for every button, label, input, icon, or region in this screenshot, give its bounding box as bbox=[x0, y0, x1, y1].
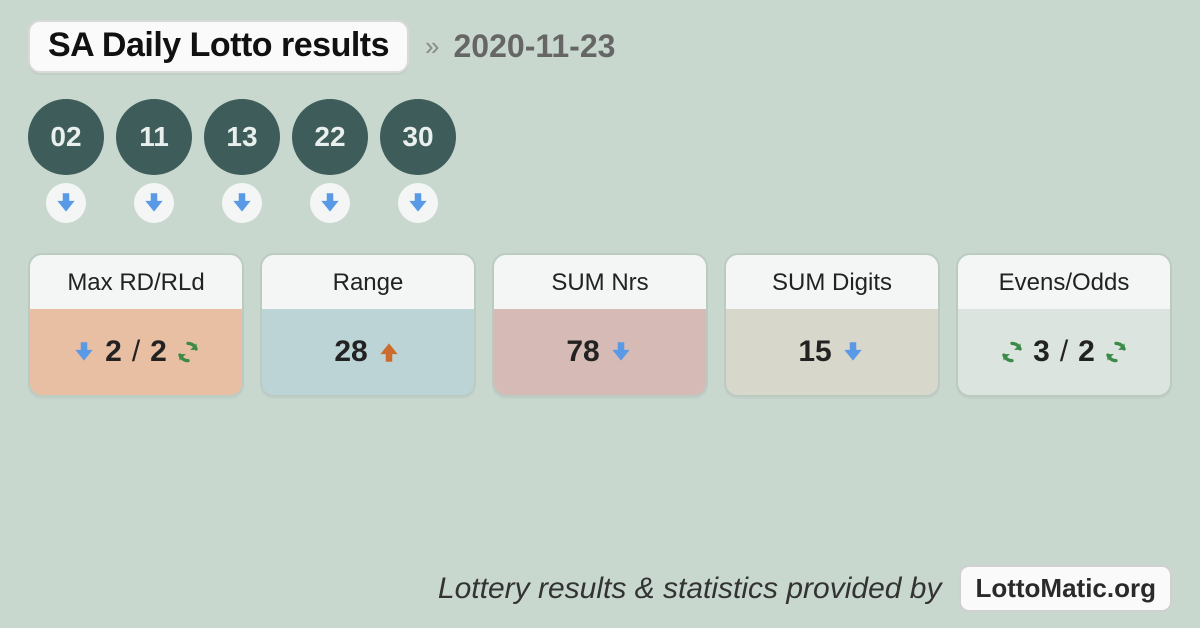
stat-number: 2 bbox=[105, 335, 122, 369]
stat-value: 3 / 2 bbox=[958, 309, 1170, 395]
stat-card: SUM Digits 15 bbox=[724, 253, 940, 397]
header: SA Daily Lotto results » 2020-11-23 bbox=[28, 20, 1172, 73]
stat-value: 78 bbox=[494, 309, 706, 395]
refresh-icon bbox=[999, 339, 1025, 365]
lotto-ball: 30 bbox=[380, 99, 456, 175]
footer-badge: LottoMatic.org bbox=[959, 565, 1172, 612]
stats-row: Max RD/RLd 2 / 2 Range 28 SUM Nrs 78 SUM Digits 1… bbox=[28, 253, 1172, 397]
draw-date: 2020-11-23 bbox=[454, 28, 616, 65]
stat-number: 28 bbox=[334, 335, 367, 369]
stat-number: 3 bbox=[1033, 335, 1050, 369]
down-icon bbox=[840, 339, 866, 365]
stat-number: 2 bbox=[150, 335, 167, 369]
ball-trend bbox=[134, 183, 174, 223]
ball-column: 30 bbox=[380, 99, 456, 223]
stat-label: Range bbox=[262, 255, 474, 309]
stat-card: SUM Nrs 78 bbox=[492, 253, 708, 397]
footer-text: Lottery results & statistics provided by bbox=[438, 572, 942, 606]
balls-row: 0211132230 bbox=[28, 99, 1172, 223]
separator: / bbox=[132, 335, 140, 369]
stat-number: 78 bbox=[566, 335, 599, 369]
ball-trend bbox=[398, 183, 438, 223]
footer: Lottery results & statistics provided by… bbox=[28, 547, 1172, 612]
stat-card: Max RD/RLd 2 / 2 bbox=[28, 253, 244, 397]
refresh-icon bbox=[175, 339, 201, 365]
refresh-icon bbox=[1103, 339, 1129, 365]
ball-column: 22 bbox=[292, 99, 368, 223]
ball-trend bbox=[46, 183, 86, 223]
up-icon bbox=[376, 339, 402, 365]
stat-value: 28 bbox=[262, 309, 474, 395]
ball-column: 13 bbox=[204, 99, 280, 223]
lotto-ball: 22 bbox=[292, 99, 368, 175]
chevron-right-icon: » bbox=[425, 31, 433, 62]
lotto-ball: 11 bbox=[116, 99, 192, 175]
ball-column: 11 bbox=[116, 99, 192, 223]
lotto-ball: 13 bbox=[204, 99, 280, 175]
ball-trend bbox=[222, 183, 262, 223]
stat-value: 2 / 2 bbox=[30, 309, 242, 395]
stat-label: SUM Digits bbox=[726, 255, 938, 309]
down-icon bbox=[53, 190, 79, 216]
stat-number: 15 bbox=[798, 335, 831, 369]
down-icon bbox=[405, 190, 431, 216]
down-icon bbox=[229, 190, 255, 216]
stat-value: 15 bbox=[726, 309, 938, 395]
ball-column: 02 bbox=[28, 99, 104, 223]
separator: / bbox=[1060, 335, 1068, 369]
down-icon bbox=[608, 339, 634, 365]
stat-card: Evens/Odds 3 / 2 bbox=[956, 253, 1172, 397]
stat-card: Range 28 bbox=[260, 253, 476, 397]
title-pill: SA Daily Lotto results bbox=[28, 20, 409, 73]
stat-label: SUM Nrs bbox=[494, 255, 706, 309]
stat-label: Evens/Odds bbox=[958, 255, 1170, 309]
down-icon bbox=[71, 339, 97, 365]
down-icon bbox=[141, 190, 167, 216]
stat-number: 2 bbox=[1078, 335, 1095, 369]
ball-trend bbox=[310, 183, 350, 223]
page-title: SA Daily Lotto results bbox=[48, 26, 389, 64]
stat-label: Max RD/RLd bbox=[30, 255, 242, 309]
lotto-ball: 02 bbox=[28, 99, 104, 175]
down-icon bbox=[317, 190, 343, 216]
